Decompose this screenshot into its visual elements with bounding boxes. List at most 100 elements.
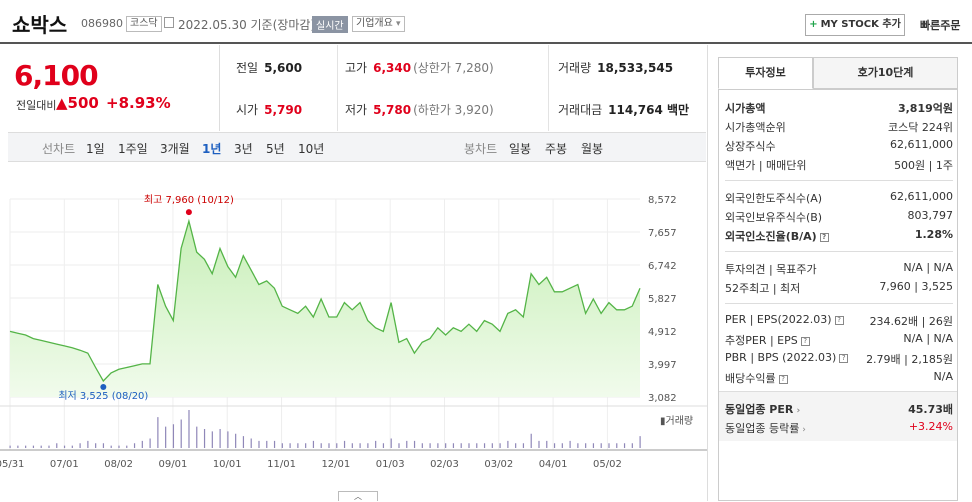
row-foreign-hold: 외국인보유주식수(B) 803,797 <box>725 209 953 224</box>
x-tick-label: 04/01 <box>539 459 568 470</box>
volume-bar <box>382 443 385 448</box>
x-tick-label: 01/03 <box>376 459 405 470</box>
volume-bar <box>211 431 213 448</box>
row-dividend: 배당수익률? N/A <box>725 370 953 385</box>
volume-bar <box>577 443 579 448</box>
row-pbr: PBR | BPS (2022.03)? 2.79배 | 2,185원 <box>725 351 953 366</box>
candle-monthly[interactable]: 월봉 <box>581 142 604 156</box>
volume-bar <box>367 443 369 448</box>
volume-bar <box>219 429 221 448</box>
period-3m[interactable]: 3개월 <box>160 142 190 156</box>
volume-bar <box>32 445 35 448</box>
volume-bar <box>546 440 548 448</box>
period-3y[interactable]: 3년 <box>234 142 253 156</box>
volume-bar <box>95 443 97 448</box>
row-foreign-limit: 외국인한도주식수(A) 62,611,000 <box>725 190 953 205</box>
volume-bar <box>569 440 571 448</box>
y-tick-label: 6,742 <box>648 261 677 272</box>
period-1w[interactable]: 1주일 <box>118 142 148 156</box>
volume-bar <box>71 445 73 448</box>
x-tick-label: 08/02 <box>104 459 133 470</box>
company-info-dropdown[interactable]: 기업개요 ▾ <box>352 16 405 32</box>
stat-amount: 거래대금 114,764 백만 <box>558 103 690 117</box>
volume-bar <box>118 445 120 448</box>
quick-order-link[interactable]: 빠른주문 <box>920 19 961 32</box>
volume-bar <box>561 443 563 448</box>
up-triangle-icon: ▲ <box>56 94 68 112</box>
base-date: 2022.05.30 기준(장마감) <box>178 18 316 32</box>
x-tick-label: 09/01 <box>159 459 188 470</box>
help-icon[interactable]: ? <box>800 337 810 346</box>
x-tick-label: 11/01 <box>267 459 296 470</box>
volume-bar <box>87 440 89 448</box>
tab-hoga[interactable]: 호가10단계 <box>813 57 958 89</box>
volume-bar <box>421 443 423 448</box>
x-tick-label: 05/31 <box>0 459 24 470</box>
volume-bar <box>196 426 198 448</box>
chart-toolbar: 선차트 1일 1주일 3개월 1년 3년 5년 10년 봉차트 일봉 주봉 월봉 <box>8 132 706 162</box>
volume-bar <box>437 443 439 448</box>
y-tick-label: 3,997 <box>648 360 677 371</box>
x-tick-label: 07/01 <box>50 459 79 470</box>
x-axis: 05/31 07/01 08/02 09/01 10/01 11/01 12/01 01/03… <box>0 449 707 470</box>
mystock-add-button[interactable]: + MY STOCK 추가 <box>805 14 905 36</box>
volume-bar <box>483 443 486 448</box>
period-10y[interactable]: 10년 <box>298 142 325 156</box>
volume-bar <box>297 443 299 448</box>
x-tick-label: 10/01 <box>213 459 242 470</box>
volume-bar <box>289 443 291 448</box>
candle-daily[interactable]: 일봉 <box>509 142 532 156</box>
y-axis: 8,572 7,657 6,742 5,827 4,912 3,997 3,082 <box>648 195 677 404</box>
volume-bar <box>351 443 353 448</box>
stat-volume: 거래량 18,533,545 <box>558 61 674 75</box>
min-label: 최저 3,525 (08/20) <box>58 390 148 402</box>
volume-bar <box>320 443 322 448</box>
volume-bar <box>180 419 182 448</box>
chart-marks: 최고 7,960 (10/12) 최저 3,525 (08/20) <box>58 194 234 402</box>
price-summary: 6,100 전일대비 ▲500 +8.93% <box>0 45 220 131</box>
plus-icon: + <box>809 19 818 30</box>
price-chart[interactable]: 최고 7,960 (10/12) 최저 3,525 (08/20) 8,572 7,… <box>0 180 707 480</box>
volume-bar <box>157 417 159 448</box>
volume-bar <box>165 426 167 448</box>
help-icon[interactable]: ? <box>834 316 844 325</box>
volume-bar <box>266 440 268 448</box>
x-tick-label: 02/03 <box>430 459 459 470</box>
volume-bar <box>312 440 315 448</box>
volume-bar <box>460 443 462 448</box>
y-tick-label: 4,912 <box>648 327 677 338</box>
stat-prev: 전일 5,600 <box>236 61 303 75</box>
help-icon[interactable]: ? <box>839 354 849 363</box>
row-est-per: 추정PER | EPS? N/A | N/A <box>725 332 953 347</box>
row-industry-rate: 동일업종 등락률 › +3.24% <box>725 420 953 435</box>
volume-bar <box>305 443 307 448</box>
volume-bar <box>172 424 175 448</box>
period-5y[interactable]: 5년 <box>266 142 285 156</box>
stat-low: 저가 5,780 (하한가 3,920) <box>345 103 494 117</box>
stat-open: 시가 5,790 <box>236 103 303 117</box>
volume-bar <box>79 443 81 448</box>
x-tick-label: 05/02 <box>593 459 622 470</box>
volume-bar <box>530 433 532 448</box>
volume-bar <box>616 443 618 448</box>
y-tick-label: 3,082 <box>648 393 677 404</box>
volume-bar <box>188 410 190 448</box>
collapse-handle[interactable]: ︿ <box>338 491 378 501</box>
help-icon[interactable]: ? <box>778 375 788 384</box>
price-area <box>9 218 641 397</box>
calendar-icon <box>164 17 174 28</box>
volume-bar <box>429 443 431 448</box>
period-1y[interactable]: 1년 <box>202 142 222 156</box>
row-par: 액면가 | 매매단위 500원 | 1주 <box>725 159 953 172</box>
volume-bar <box>592 443 595 448</box>
row-opinion: 투자의견 | 목표주가 N/A | N/A <box>725 261 953 276</box>
tab-invest-info[interactable]: 투자정보 <box>718 57 813 89</box>
period-1d[interactable]: 1일 <box>86 142 105 156</box>
current-price: 6,100 <box>14 59 99 92</box>
volume-bar <box>499 443 501 448</box>
help-icon[interactable]: ? <box>819 233 829 242</box>
candle-weekly[interactable]: 주봉 <box>545 142 568 156</box>
volume-bar <box>468 443 470 448</box>
change-percent: +8.93% <box>106 94 171 112</box>
realtime-button[interactable]: 실시간 <box>312 16 348 33</box>
